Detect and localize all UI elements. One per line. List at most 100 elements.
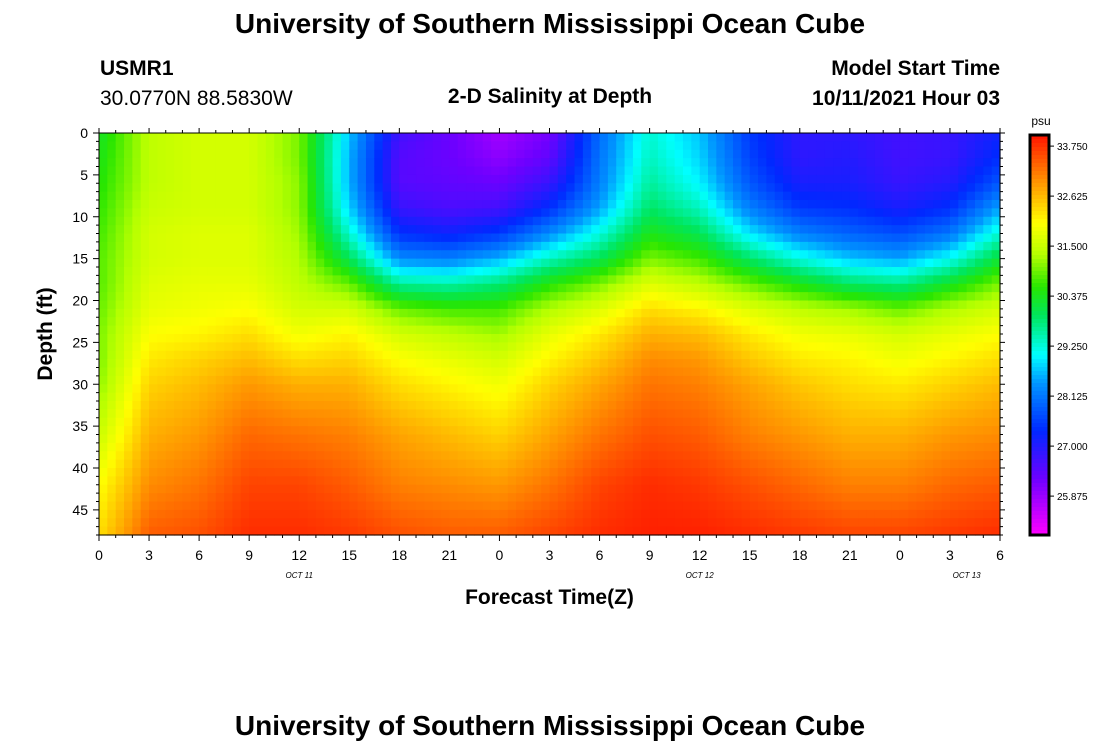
heatmap-cell	[382, 250, 392, 260]
heatmap-cell	[666, 174, 676, 184]
heatmap-cell	[866, 258, 876, 268]
heatmap-cell	[783, 409, 793, 419]
heatmap-cell	[299, 183, 309, 193]
heatmap-cell	[199, 409, 209, 419]
heatmap-cell	[390, 342, 400, 352]
heatmap-cell	[949, 200, 959, 209]
heatmap-cell	[891, 375, 901, 385]
heatmap-cell	[874, 267, 884, 276]
heatmap-cell	[749, 149, 759, 159]
heatmap-cell	[499, 518, 509, 528]
heatmap-cell	[958, 359, 968, 369]
heatmap-cell	[482, 191, 492, 201]
heatmap-cell	[474, 233, 484, 243]
heatmap-cell	[716, 350, 726, 360]
heatmap-cell	[916, 392, 926, 402]
heatmap-cell	[833, 484, 843, 494]
heatmap-cell	[657, 308, 667, 318]
heatmap-cell	[708, 191, 717, 201]
heatmap-cell	[265, 166, 275, 176]
heatmap-cell	[607, 493, 617, 503]
heatmap-cell	[599, 459, 609, 469]
heatmap-cell	[132, 200, 142, 209]
heatmap-cell	[916, 267, 926, 276]
heatmap-cell	[574, 241, 584, 251]
heatmap-cell	[766, 225, 776, 235]
heatmap-cell	[441, 409, 450, 419]
heatmap-cell	[99, 216, 108, 226]
heatmap-cell	[157, 509, 167, 519]
heatmap-cell	[774, 141, 784, 151]
heatmap-cell	[899, 300, 909, 310]
heatmap-cell	[858, 401, 868, 410]
heatmap-cell	[324, 216, 334, 226]
heatmap-cell	[908, 300, 918, 310]
heatmap-cell	[799, 317, 809, 327]
heatmap-cell	[424, 493, 434, 503]
heatmap-cell	[265, 283, 275, 293]
heatmap-cell	[541, 501, 551, 511]
heatmap-cell	[157, 241, 167, 251]
heatmap-cell	[482, 451, 492, 461]
heatmap-cell	[916, 292, 926, 302]
heatmap-cell	[641, 459, 651, 469]
heatmap-cell	[541, 225, 551, 235]
heatmap-cell	[357, 367, 367, 377]
heatmap-cell	[641, 392, 651, 402]
heatmap-cell	[107, 216, 117, 226]
heatmap-cell	[724, 166, 734, 176]
heatmap-cell	[332, 216, 342, 226]
heatmap-cell	[441, 149, 450, 159]
heatmap-cell	[332, 225, 342, 235]
heatmap-cell	[149, 417, 158, 427]
heatmap-cell	[474, 367, 484, 377]
heatmap-cell	[824, 459, 834, 469]
heatmap-cell	[699, 384, 709, 394]
heatmap-cell	[924, 149, 934, 159]
heatmap-cell	[99, 417, 108, 427]
heatmap-cell	[124, 526, 133, 536]
heatmap-cell	[549, 367, 559, 377]
heatmap-cell	[416, 325, 425, 335]
heatmap-cell	[532, 359, 542, 369]
heatmap-cell	[691, 216, 701, 226]
heatmap-cell	[616, 300, 626, 310]
heatmap-cell	[949, 283, 959, 293]
heatmap-cell	[132, 149, 142, 159]
heatmap-cell	[591, 501, 601, 511]
heatmap-cell	[441, 308, 450, 318]
heatmap-cell	[199, 267, 209, 276]
heatmap-cell	[682, 392, 692, 402]
heatmap-cell	[766, 292, 776, 302]
heatmap-cell	[933, 426, 943, 436]
heatmap-cell	[941, 250, 951, 260]
heatmap-cell	[516, 174, 526, 184]
heatmap-cell	[182, 392, 192, 402]
heatmap-cell	[708, 509, 717, 519]
heatmap-cell	[299, 141, 309, 151]
heatmap-cell	[407, 501, 417, 511]
heatmap-cell	[357, 325, 367, 335]
heatmap-cell	[949, 468, 959, 477]
heatmap-cell	[349, 149, 359, 159]
heatmap-cell	[557, 225, 567, 235]
heatmap-cell	[265, 526, 275, 536]
heatmap-cell	[774, 426, 784, 436]
heatmap-cell	[783, 367, 793, 377]
heatmap-cell	[199, 283, 209, 293]
heatmap-cell	[107, 233, 117, 243]
heatmap-cell	[824, 426, 834, 436]
heatmap-cell	[616, 426, 626, 436]
heatmap-cell	[799, 149, 809, 159]
heatmap-cell	[199, 518, 209, 528]
heatmap-cell	[691, 317, 701, 327]
heatmap-cell	[632, 409, 642, 419]
heatmap-cell	[165, 258, 175, 268]
heatmap-cell	[858, 459, 868, 469]
heatmap-cell	[265, 133, 275, 142]
heatmap-cell	[265, 250, 275, 260]
heatmap-cell	[240, 442, 250, 452]
heatmap-cell	[674, 233, 684, 243]
heatmap-cell	[140, 141, 150, 151]
heatmap-cell	[874, 350, 884, 360]
